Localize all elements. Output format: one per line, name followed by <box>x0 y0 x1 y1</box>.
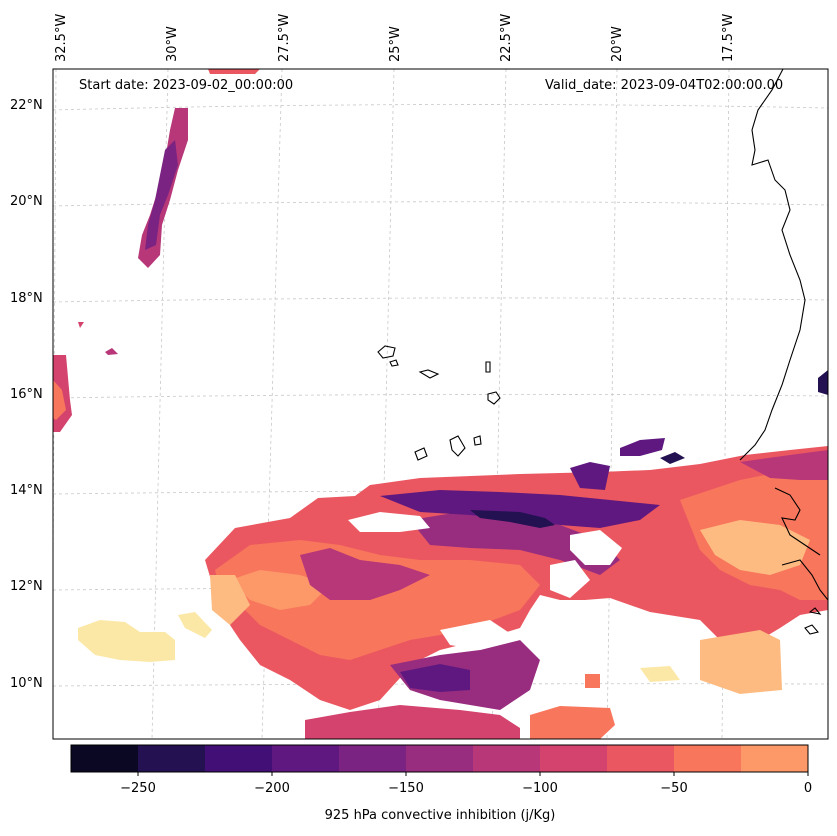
cape-verde-island-8 <box>473 435 482 446</box>
cin-region-sw-pale2 <box>178 612 212 638</box>
lon-label: 25°W <box>388 26 403 62</box>
cin-region-ne-small2 <box>660 452 685 464</box>
cape-verde-island-2 <box>389 359 399 367</box>
lat-label: 20°N <box>10 194 43 209</box>
colorbar-bin <box>674 745 742 772</box>
colorbar-bin <box>607 745 675 772</box>
cin-region-nw-top <box>208 69 260 74</box>
colorbar-title: 925 hPa convective inhibition (j/Kg) <box>324 808 556 823</box>
cin-region-west-edge-inner <box>53 380 66 420</box>
cin-region-band-mid2 <box>410 512 620 575</box>
lon-label: 30°W <box>165 26 180 62</box>
cape-verde-island-5 <box>487 391 501 405</box>
lat-label: 16°N <box>10 387 43 402</box>
map-border <box>52 68 829 740</box>
colorbar-tick-label: −50 <box>660 781 688 796</box>
lon-label: 32.5°W <box>54 13 69 62</box>
cin-region-nw-streak-core <box>145 140 178 250</box>
colorbar-bin <box>71 745 139 772</box>
lat-label: 14°N <box>10 483 43 498</box>
lat-label: 12°N <box>10 579 43 594</box>
cin-region-sw-pale <box>78 620 175 662</box>
colorbar-tick-label: −100 <box>522 781 558 796</box>
colorbar-bin <box>339 745 407 772</box>
cin-region-band-light <box>230 570 330 610</box>
lat-label: 22°N <box>10 98 43 113</box>
lon-label: 22.5°W <box>499 13 514 62</box>
senegal-gambia-border <box>774 487 821 556</box>
colorbar-bin <box>741 745 809 772</box>
cin-region-south-bottom <box>305 705 520 739</box>
colorbar-bin <box>138 745 206 772</box>
cin-region-ne-edge <box>818 370 828 395</box>
colorbar-bin <box>272 745 340 772</box>
colorbar-tick-label: −200 <box>254 781 290 796</box>
valid-date-label: Valid_date: 2023-09-04T02:00:00.00 <box>545 78 784 93</box>
start-date-label: Start date: 2023-09-02_00:00:00 <box>79 78 294 93</box>
cin-gap-1 <box>570 530 622 565</box>
cin-region-band-ne-dark <box>740 450 828 480</box>
lon-label: 17.5°W <box>721 13 736 62</box>
colorbar-border <box>70 744 809 773</box>
colorbar-bin <box>406 745 474 772</box>
cin-gap-3 <box>550 560 590 598</box>
cin-region-east-pale2 <box>640 666 680 682</box>
colorbar-tick-label: −150 <box>388 781 424 796</box>
cin-speck-1 <box>78 322 84 328</box>
cin-region-north-band <box>570 462 610 490</box>
cin-region-band-mid <box>300 548 430 600</box>
colorbar <box>70 744 809 776</box>
colorbar-tick-label: −250 <box>120 781 156 796</box>
cin-region-band-dark <box>380 490 660 528</box>
colorbar-tick-label: 0 <box>803 781 813 796</box>
cin-gap-4 <box>440 620 520 650</box>
cape-verde-island-4 <box>485 361 491 373</box>
cin-speck-2 <box>105 348 118 355</box>
cin-region-se-bottom <box>530 706 615 739</box>
guinea-bissau-coast <box>781 559 828 601</box>
cin-region-band-ne-pale <box>700 520 810 575</box>
cape-verde-island-6 <box>449 435 466 457</box>
lon-label: 20°W <box>610 26 625 62</box>
colorbar-bin <box>540 745 608 772</box>
cape-verde-island-3 <box>418 369 440 379</box>
cin-region-east-speck <box>585 674 600 688</box>
cin-region-band-darkest <box>470 510 555 528</box>
cape-verde-island-7 <box>414 447 428 461</box>
cape-verde-island-1 <box>377 345 396 359</box>
colorbar-bin <box>205 745 273 772</box>
bissagos-islands <box>804 607 822 635</box>
cin-region-south-darker <box>400 664 470 692</box>
coastline <box>377 69 828 635</box>
lat-label: 18°N <box>10 291 43 306</box>
cin-region-east-pale <box>700 630 782 694</box>
cin-region-band-pale <box>210 575 250 625</box>
cin-region-ne-small <box>620 438 665 456</box>
convective-inhibition-field <box>53 69 828 739</box>
cin-gap-2 <box>348 512 430 532</box>
lon-label: 27.5°W <box>277 13 292 62</box>
colorbar-bin <box>473 745 541 772</box>
lat-label: 10°N <box>10 676 43 691</box>
west-africa-coastline <box>739 69 806 461</box>
